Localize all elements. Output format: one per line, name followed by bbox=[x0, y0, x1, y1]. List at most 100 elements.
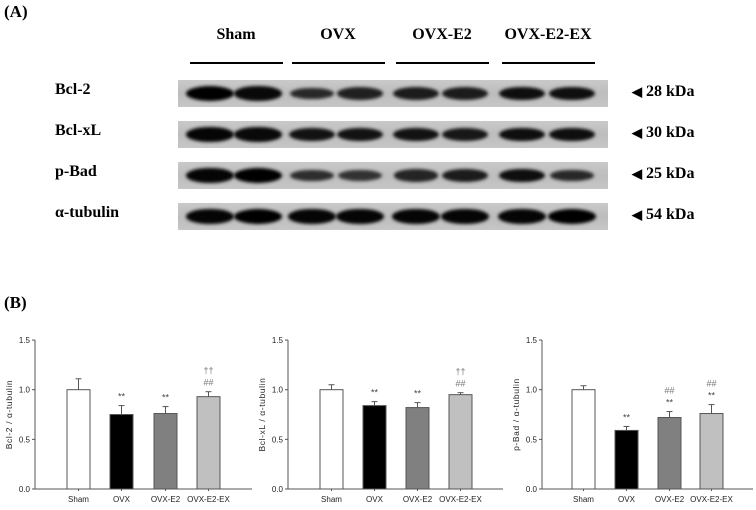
bar bbox=[66, 389, 91, 490]
protein-band bbox=[498, 86, 546, 101]
protein-band bbox=[548, 209, 596, 224]
molecular-weight-label: ◀ 28 kDa bbox=[632, 83, 694, 101]
blot-strip bbox=[178, 203, 608, 230]
x-tick-label: Sham bbox=[68, 495, 89, 504]
kda-text: 28 kDa bbox=[646, 83, 695, 100]
protein-band bbox=[336, 209, 384, 224]
protein-label: α-tubulin bbox=[55, 204, 120, 221]
significance-marker: ## bbox=[706, 379, 716, 389]
bar bbox=[405, 407, 430, 490]
significance-marker: ** bbox=[708, 391, 716, 401]
x-tick-label: OVX-E2-EX bbox=[439, 495, 482, 504]
y-tick-label: 0.5 bbox=[272, 435, 284, 444]
y-axis-label: Bcl-2 / α-tubulin bbox=[4, 380, 14, 449]
arrow-left-icon: ◀ bbox=[632, 84, 642, 99]
y-tick-label: 1.0 bbox=[526, 386, 538, 395]
protein-band bbox=[186, 168, 234, 183]
protein-band bbox=[186, 86, 234, 101]
group-line-ovx-e2 bbox=[396, 62, 489, 64]
y-tick-label: 1.0 bbox=[272, 386, 284, 395]
bar bbox=[153, 413, 178, 490]
protein-band bbox=[234, 209, 282, 224]
protein-band bbox=[234, 168, 282, 183]
y-tick-label: 1.5 bbox=[19, 336, 31, 345]
arrow-left-icon: ◀ bbox=[632, 125, 642, 140]
molecular-weight-label: ◀ 30 kDa bbox=[632, 124, 694, 142]
bar bbox=[614, 429, 639, 490]
protein-band bbox=[336, 127, 384, 142]
bar bbox=[362, 405, 387, 490]
kda-text: 30 kDa bbox=[646, 124, 695, 141]
x-tick-label: OVX bbox=[366, 495, 384, 504]
bar bbox=[657, 417, 682, 490]
kda-text: 25 kDa bbox=[646, 165, 695, 182]
protein-band bbox=[442, 169, 488, 182]
bar bbox=[319, 389, 344, 490]
y-tick-label: 0.0 bbox=[19, 485, 31, 494]
protein-band bbox=[186, 209, 234, 224]
x-tick-label: OVX-E2 bbox=[151, 495, 181, 504]
arrow-left-icon: ◀ bbox=[632, 207, 642, 222]
protein-band bbox=[548, 127, 596, 142]
significance-marker: ** bbox=[118, 392, 126, 402]
group-label-ovx: OVX bbox=[320, 26, 356, 43]
protein-label: p-Bad bbox=[55, 163, 97, 180]
significance-marker: ## bbox=[203, 378, 213, 388]
group-label-ovx-e2: OVX-E2 bbox=[412, 26, 472, 43]
protein-band bbox=[392, 209, 440, 224]
bar bbox=[699, 413, 724, 490]
protein-band bbox=[290, 169, 334, 182]
blot-strip bbox=[178, 121, 608, 148]
protein-band bbox=[549, 169, 595, 182]
significance-marker: †† bbox=[455, 367, 465, 377]
significance-marker: ** bbox=[414, 389, 422, 399]
protein-band bbox=[392, 127, 440, 142]
protein-band bbox=[548, 86, 596, 101]
molecular-weight-label: ◀ 25 kDa bbox=[632, 165, 694, 183]
significance-marker: ## bbox=[455, 379, 465, 389]
y-tick-label: 1.0 bbox=[19, 386, 31, 395]
protein-band bbox=[442, 127, 488, 142]
protein-label: Bcl-xL bbox=[55, 122, 102, 139]
x-tick-label: Sham bbox=[573, 495, 594, 504]
y-axis-label: p-Bad / α-tubulin bbox=[511, 378, 521, 451]
x-tick-label: Sham bbox=[321, 495, 342, 504]
significance-marker: †† bbox=[203, 366, 213, 376]
protein-band bbox=[234, 86, 282, 101]
kda-text: 54 kDa bbox=[646, 206, 695, 223]
significance-marker: ## bbox=[664, 386, 674, 396]
protein-band bbox=[186, 127, 234, 142]
protein-band bbox=[498, 168, 546, 183]
x-tick-label: OVX-E2 bbox=[655, 495, 685, 504]
protein-band bbox=[393, 169, 439, 182]
x-tick-label: OVX bbox=[113, 495, 131, 504]
y-tick-label: 1.5 bbox=[272, 336, 284, 345]
protein-band bbox=[338, 169, 382, 182]
protein-band bbox=[288, 209, 336, 224]
panel-a-label: (A) bbox=[4, 2, 28, 21]
protein-band bbox=[498, 127, 546, 142]
blot-strip bbox=[178, 162, 608, 189]
group-label-sham: Sham bbox=[216, 26, 256, 43]
y-tick-label: 0.5 bbox=[526, 435, 538, 444]
group-line-ovx bbox=[292, 62, 385, 64]
bar bbox=[448, 394, 473, 490]
y-tick-label: 0.5 bbox=[19, 435, 31, 444]
x-tick-label: OVX-E2 bbox=[403, 495, 433, 504]
y-tick-label: 0.0 bbox=[526, 485, 538, 494]
bar bbox=[196, 396, 221, 490]
x-tick-label: OVX-E2-EX bbox=[187, 495, 230, 504]
significance-marker: ** bbox=[162, 393, 170, 403]
protein-band bbox=[442, 87, 488, 100]
significance-marker: ** bbox=[371, 388, 379, 398]
protein-band bbox=[337, 87, 383, 100]
bar bbox=[109, 414, 134, 490]
protein-band bbox=[289, 87, 335, 100]
protein-band bbox=[393, 87, 439, 100]
protein-band bbox=[498, 209, 546, 224]
x-tick-label: OVX bbox=[618, 495, 636, 504]
protein-band bbox=[288, 127, 336, 142]
group-line-ovx-e2-ex bbox=[502, 62, 595, 64]
blot-strip bbox=[178, 80, 608, 107]
x-tick-label: OVX-E2-EX bbox=[690, 495, 733, 504]
